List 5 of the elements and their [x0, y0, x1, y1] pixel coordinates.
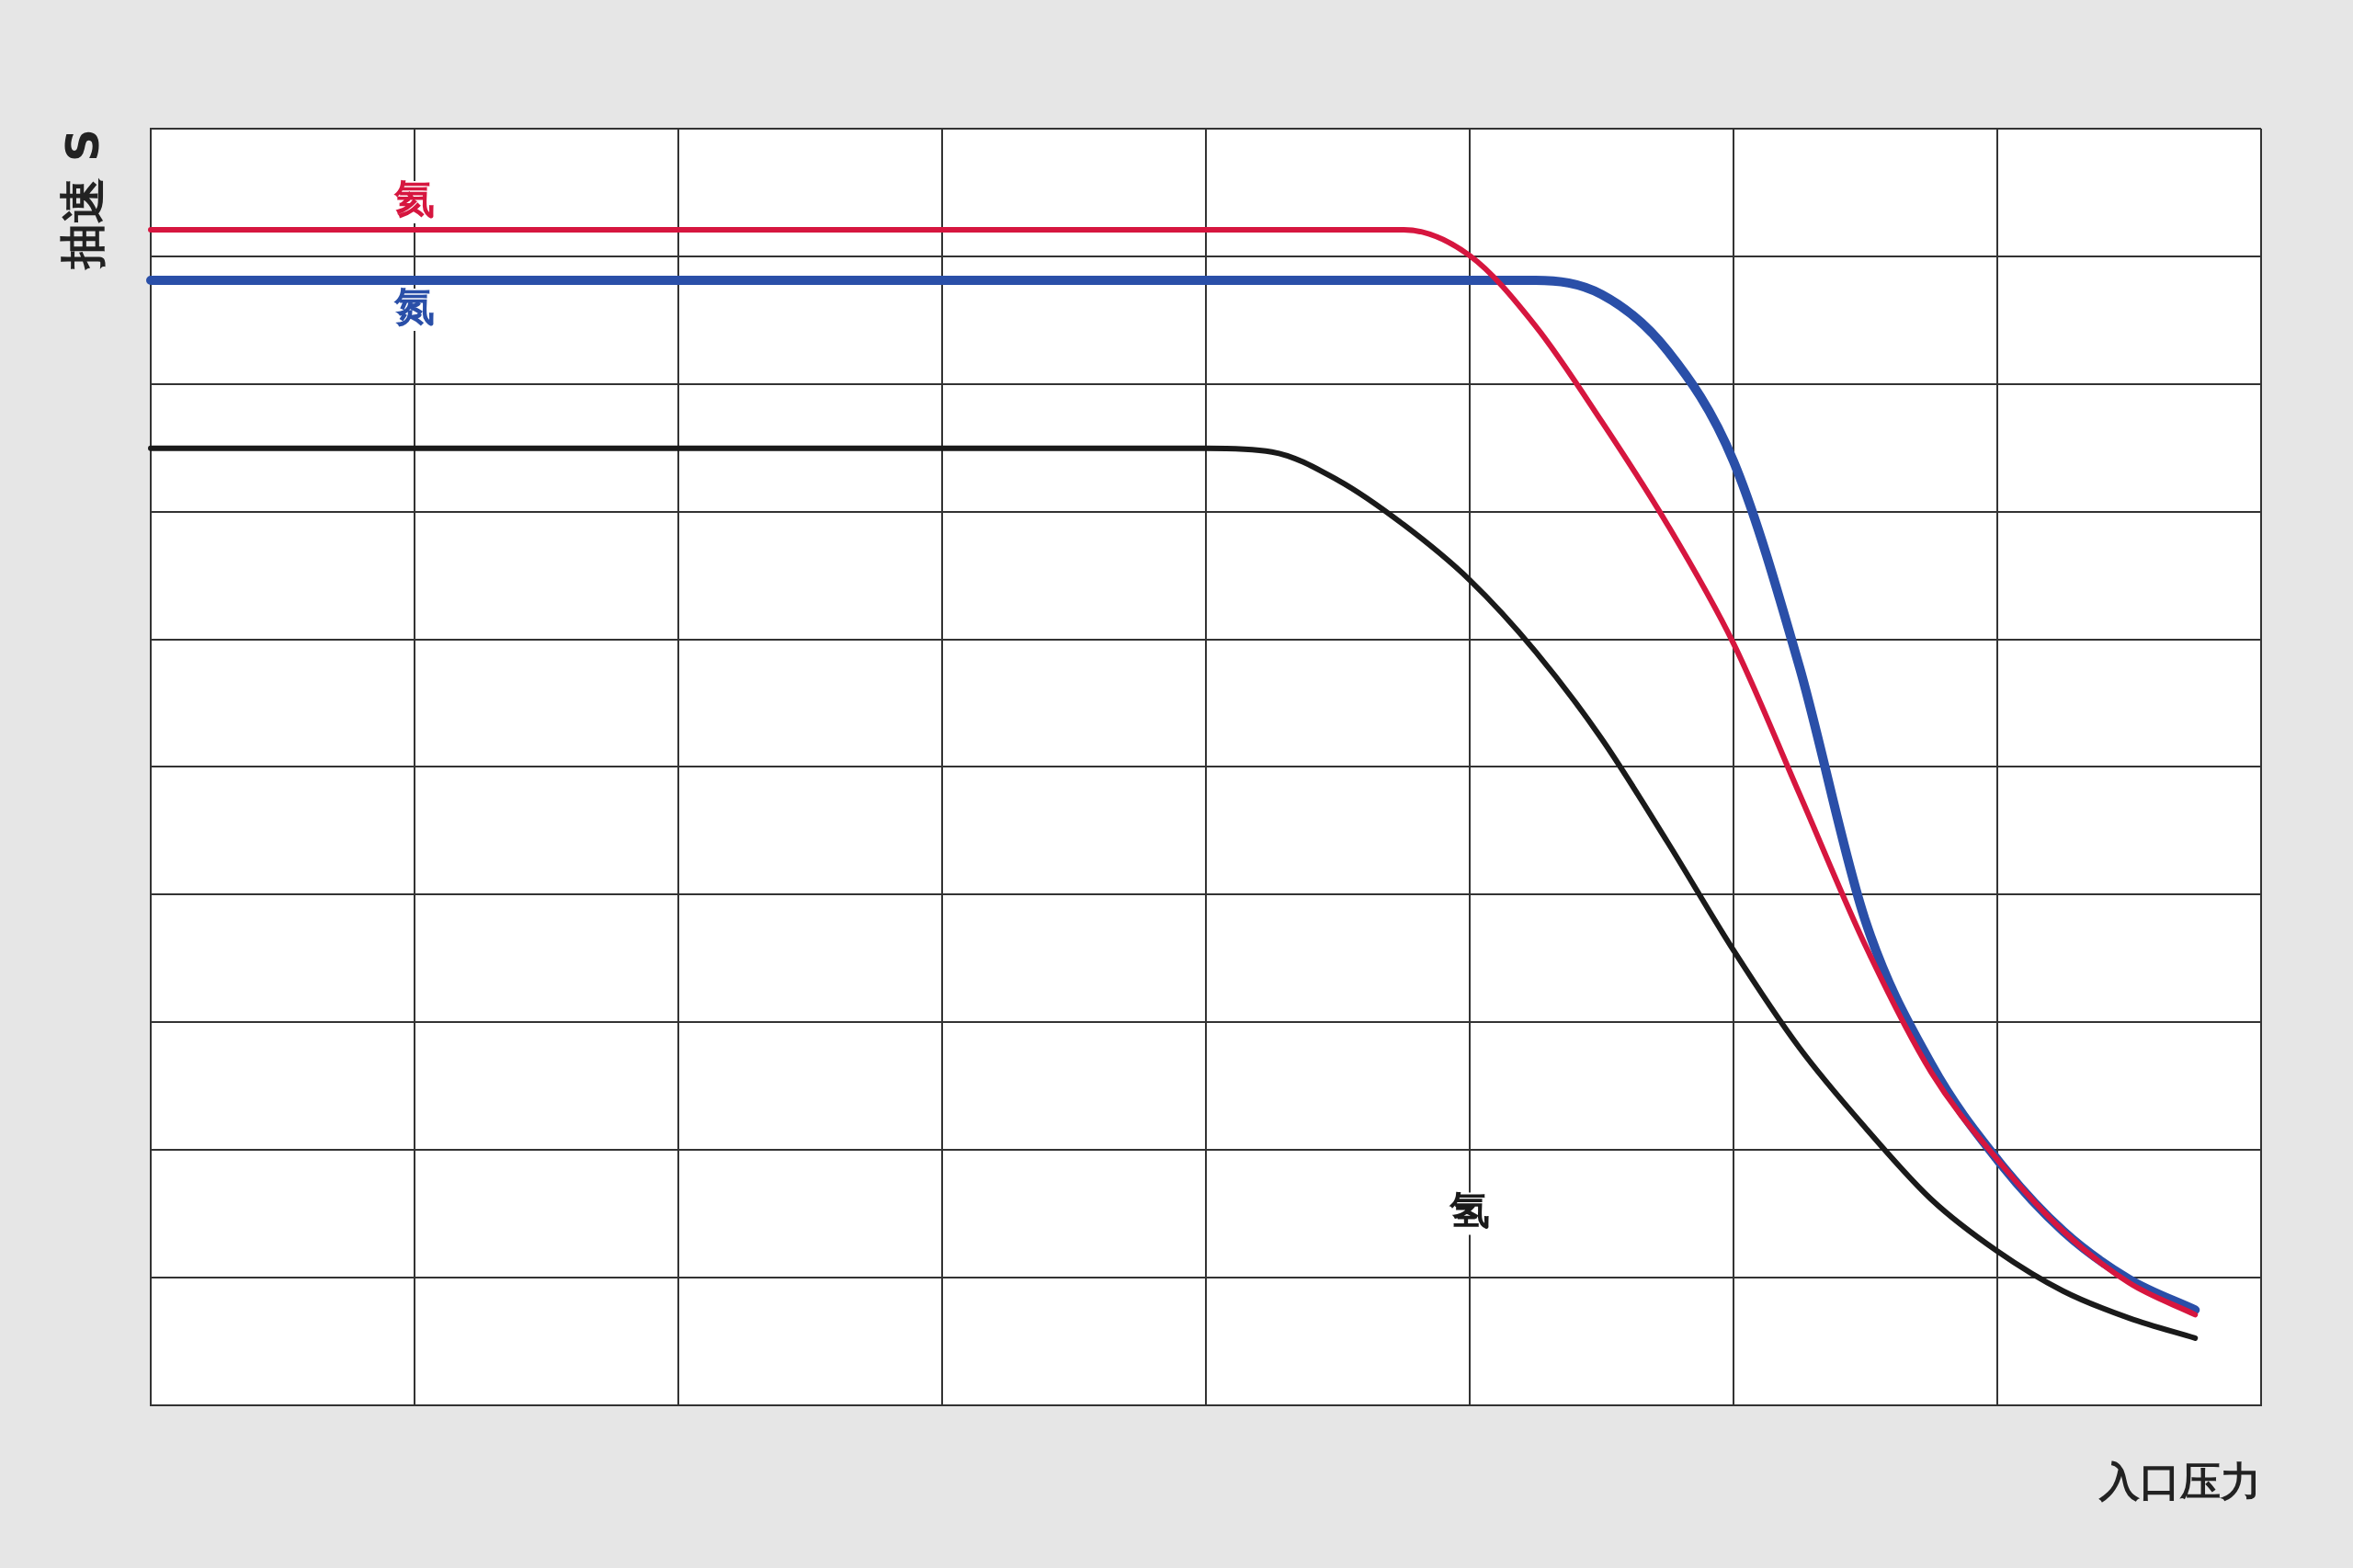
- text: 氢: [1449, 1186, 1490, 1233]
- series-label: 氦: [393, 175, 435, 222]
- x-axis-title: 入口压力: [2098, 1458, 2261, 1506]
- y-axis-title: 抽速 S: [55, 129, 109, 272]
- series-label: 氮: [393, 282, 435, 330]
